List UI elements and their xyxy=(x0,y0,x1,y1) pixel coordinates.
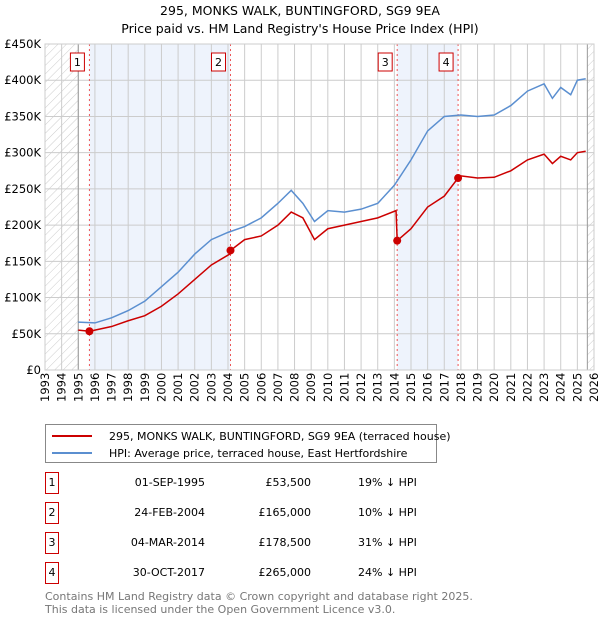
legend-label: 295, MONKS WALK, BUNTINGFORD, SG9 9EA (t… xyxy=(109,429,451,443)
sale-number-badge: 2 xyxy=(45,502,59,524)
sale-number-badge: 4 xyxy=(45,562,59,584)
x-tick-label: 2014 xyxy=(387,373,401,402)
sale-label-1: 1 xyxy=(69,52,85,72)
x-tick-label: 2011 xyxy=(337,373,351,402)
series-line xyxy=(78,78,586,324)
sale-date: 24-FEB-2004 xyxy=(134,506,205,519)
sale-label-text: 2 xyxy=(215,56,222,69)
x-tick-label: 2013 xyxy=(371,373,385,402)
footer: Contains HM Land Registry data © Crown c… xyxy=(45,590,473,616)
y-tick-label: £400K xyxy=(4,73,41,87)
sale-label-2: 2 xyxy=(210,52,226,72)
x-tick-label: 1995 xyxy=(71,373,85,402)
x-tick-label: 1993 xyxy=(38,373,52,402)
sale-label-3: 3 xyxy=(377,52,393,72)
x-tick-label: 1998 xyxy=(121,373,135,402)
x-tick-label: 2012 xyxy=(354,373,368,402)
x-tick-label: 2007 xyxy=(271,373,285,402)
sale-hpi-diff: 19% ↓ HPI xyxy=(358,476,417,489)
y-tick-label: £350K xyxy=(4,109,41,123)
x-tick-label: 1996 xyxy=(88,373,102,402)
legend-swatch-red xyxy=(52,435,92,437)
sale-hpi-diff: 31% ↓ HPI xyxy=(358,536,417,549)
y-tick-label: £250K xyxy=(4,182,41,196)
x-tick-label: 2008 xyxy=(288,373,302,402)
x-tick-label: 2022 xyxy=(520,373,534,402)
sale-price: £178,500 xyxy=(258,536,312,549)
x-tick-label: 2026 xyxy=(587,373,600,402)
y-tick-label: £150K xyxy=(4,254,41,268)
sale-point xyxy=(393,236,402,245)
sale-label-box xyxy=(377,52,393,72)
sale-hpi-diff: 24% ↓ HPI xyxy=(358,566,417,579)
x-tick-label: 2005 xyxy=(238,373,252,402)
plot-frame xyxy=(44,43,595,371)
x-tick-label: 1999 xyxy=(138,373,152,402)
sale-label-4: 4 xyxy=(438,52,454,72)
y-tick-label: £450K xyxy=(4,37,41,51)
sale-date: 01-SEP-1995 xyxy=(134,476,205,489)
x-tick-label: 2004 xyxy=(221,373,235,402)
sale-point xyxy=(454,174,463,183)
y-tick-label: £300K xyxy=(4,146,41,160)
series-line xyxy=(78,150,586,332)
x-tick-label: 2000 xyxy=(154,373,168,402)
x-tick-label: 2023 xyxy=(537,373,551,402)
shaded-band xyxy=(89,44,231,370)
x-tick-label: 2015 xyxy=(404,373,418,402)
x-tick-label: 2021 xyxy=(504,373,518,402)
x-tick-label: 1994 xyxy=(55,373,69,402)
sale-label-box xyxy=(210,52,226,72)
y-tick-label: £0 xyxy=(26,363,41,377)
sale-date: 04-MAR-2014 xyxy=(130,536,205,549)
y-tick-label: £50K xyxy=(12,327,42,341)
legend-label: HPI: Average price, terraced house, East… xyxy=(109,446,408,460)
x-tick-label: 2016 xyxy=(421,373,435,402)
x-tick-label: 2025 xyxy=(570,373,584,402)
sale-date: 30-OCT-2017 xyxy=(132,566,205,579)
legend-item-price: 295, MONKS WALK, BUNTINGFORD, SG9 9EA (t… xyxy=(52,428,451,444)
sale-label-text: 4 xyxy=(443,56,450,69)
licence-text: This data is licensed under the Open Gov… xyxy=(45,603,396,616)
sale-point xyxy=(85,327,94,336)
hatched-region xyxy=(587,44,594,370)
sale-label-text: 3 xyxy=(382,56,389,69)
legend: 295, MONKS WALK, BUNTINGFORD, SG9 9EA (t… xyxy=(45,424,451,463)
x-tick-label: 2010 xyxy=(321,373,335,402)
sale-label-box xyxy=(69,52,85,72)
sale-number-badge: 3 xyxy=(45,532,59,554)
legend-item-hpi: HPI: Average price, terraced house, East… xyxy=(52,445,407,461)
x-tick-label: 2002 xyxy=(188,373,202,402)
x-tick-label: 2020 xyxy=(487,373,501,402)
legend-swatch-blue xyxy=(52,452,92,454)
sale-number-badge: 1 xyxy=(45,472,59,494)
x-tick-label: 1997 xyxy=(105,373,119,402)
sale-price: £165,000 xyxy=(258,506,312,519)
sale-price: £265,000 xyxy=(258,566,312,579)
y-tick-label: £100K xyxy=(4,291,41,305)
sale-label-text: 1 xyxy=(74,56,81,69)
sale-label-box xyxy=(438,52,454,72)
x-tick-label: 2003 xyxy=(204,373,218,402)
price-chart: 1993 1994 1995 1996 1997 1998 1999 2000 2001 2002… xyxy=(4,37,600,402)
x-tick-label: 2024 xyxy=(554,373,568,402)
x-tick-label: 2019 xyxy=(471,373,485,402)
copyright-text: Contains HM Land Registry data © Crown c… xyxy=(45,590,473,603)
x-tick-label: 2018 xyxy=(454,373,468,402)
x-tick-label: 2006 xyxy=(254,373,268,402)
sale-price: £53,500 xyxy=(265,476,312,489)
title: 295, MONKS WALK, BUNTINGFORD, SG9 9EA xyxy=(160,3,440,18)
subtitle: Price paid vs. HM Land Registry's House … xyxy=(121,21,479,36)
x-tick-label: 2009 xyxy=(304,373,318,402)
chart-title: 295, MONKS WALK, BUNTINGFORD, SG9 9EA Pr… xyxy=(0,2,600,38)
x-tick-label: 2017 xyxy=(437,373,451,402)
y-tick-label: £200K xyxy=(4,218,41,232)
sale-hpi-diff: 10% ↓ HPI xyxy=(358,506,417,519)
x-tick-label: 2001 xyxy=(171,373,185,402)
sale-point xyxy=(226,246,235,255)
